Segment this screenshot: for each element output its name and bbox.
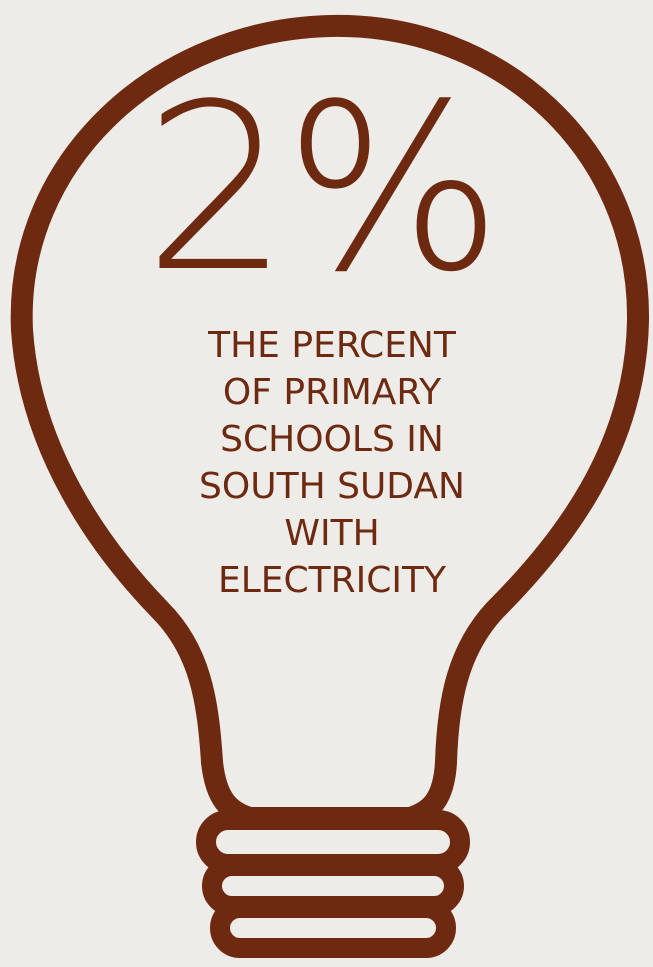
caption-line: THE PERCENT: [208, 325, 456, 366]
bulb-glass-outline: [10, 14, 650, 773]
caption-line: SCHOOLS IN: [220, 419, 444, 460]
caption-line: WITH: [284, 513, 380, 554]
caption-line: OF PRIMARY: [222, 372, 442, 413]
stat-caption: THE PERCENT OF PRIMARY SCHOOLS IN SOUTH …: [150, 322, 514, 604]
caption-line: SOUTH SUDAN: [199, 466, 465, 507]
bulb-thread-3: [210, 898, 456, 958]
stat-value: 2%: [143, 56, 503, 323]
caption-line: ELECTRICITY: [217, 560, 447, 601]
bulb-neck: [201, 751, 457, 829]
